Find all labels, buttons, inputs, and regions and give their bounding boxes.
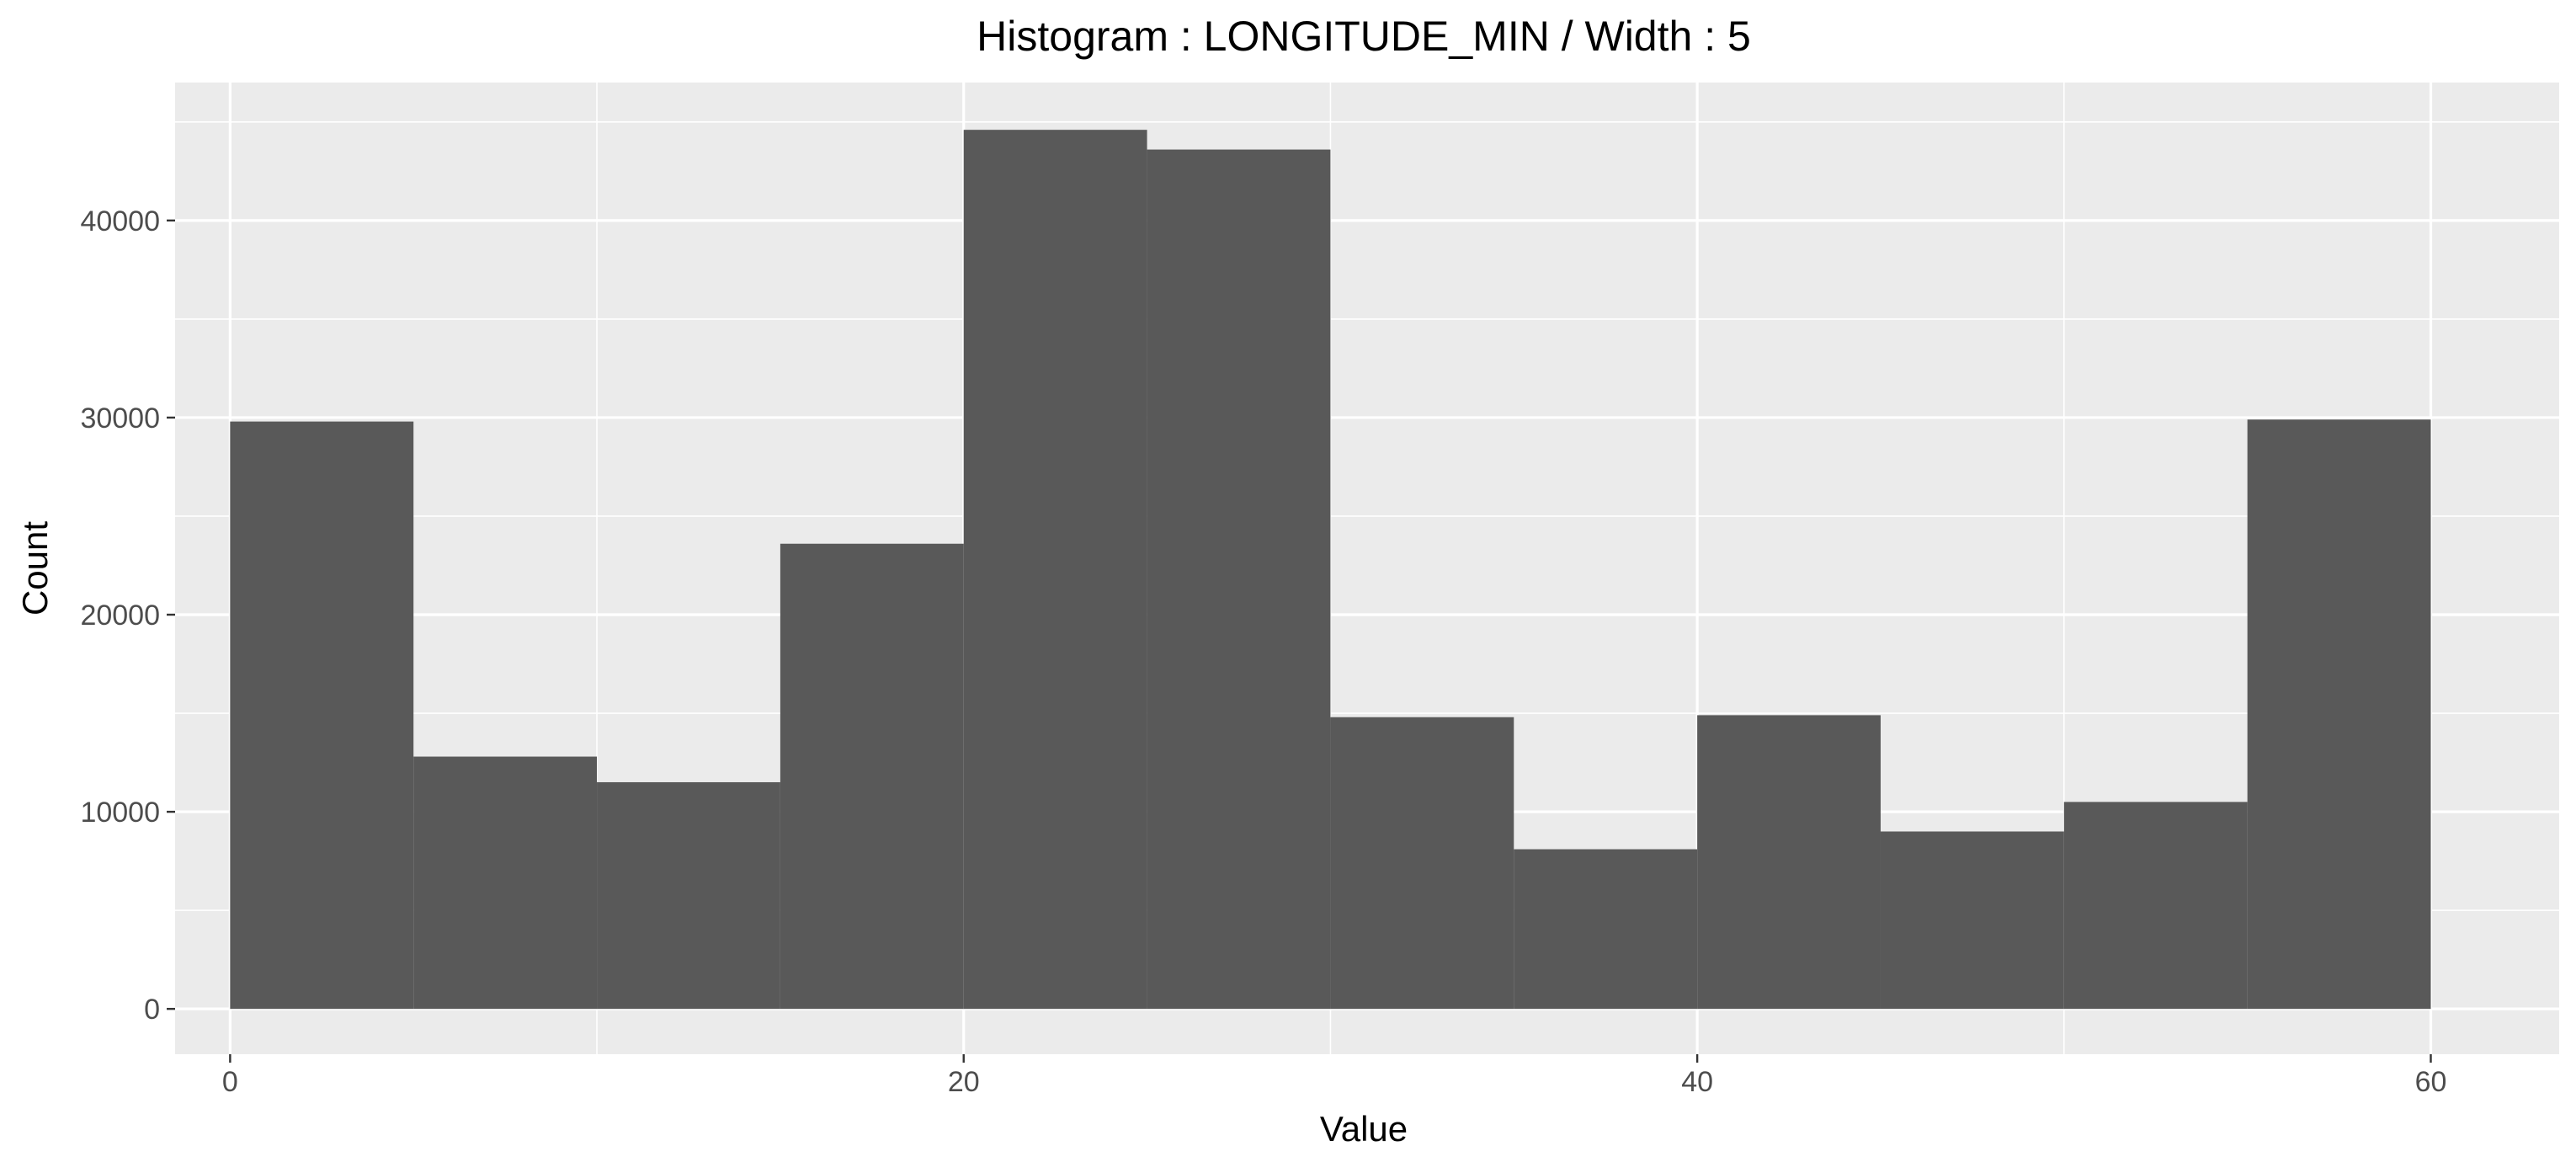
x-tick-label: 60	[2415, 1066, 2447, 1098]
histogram-bar	[1514, 849, 1698, 1010]
histogram-bar	[230, 421, 414, 1010]
x-tick-label: 20	[948, 1066, 980, 1098]
histogram-bar	[2247, 419, 2431, 1010]
histogram-bar	[1147, 149, 1331, 1010]
histogram-bar	[597, 781, 780, 1010]
histogram-bar	[413, 756, 598, 1010]
x-axis: 0 20 40 60	[222, 1054, 2447, 1098]
x-tick-label: 40	[1681, 1066, 1713, 1098]
histogram-bar	[2063, 802, 2248, 1010]
histogram-bar	[1880, 831, 2064, 1010]
y-tick-label: 10000	[80, 797, 160, 829]
chart-title: Histogram : LONGITUDE_MIN / Width : 5	[977, 13, 1751, 60]
histogram-bar	[1330, 717, 1514, 1010]
y-axis: 0 10000 20000 30000 40000	[80, 205, 175, 1026]
y-tick-label: 40000	[80, 205, 160, 237]
y-tick-label: 20000	[80, 600, 160, 632]
histogram-bar	[1697, 715, 1881, 1010]
bars-group	[230, 130, 2431, 1010]
x-tick-label: 0	[222, 1066, 238, 1098]
y-tick-label: 0	[144, 994, 160, 1026]
histogram-bar	[963, 130, 1147, 1010]
histogram-bar	[780, 543, 964, 1010]
x-axis-title: Value	[1320, 1109, 1408, 1149]
y-axis-title: Count	[15, 521, 55, 616]
y-tick-label: 30000	[80, 402, 160, 434]
